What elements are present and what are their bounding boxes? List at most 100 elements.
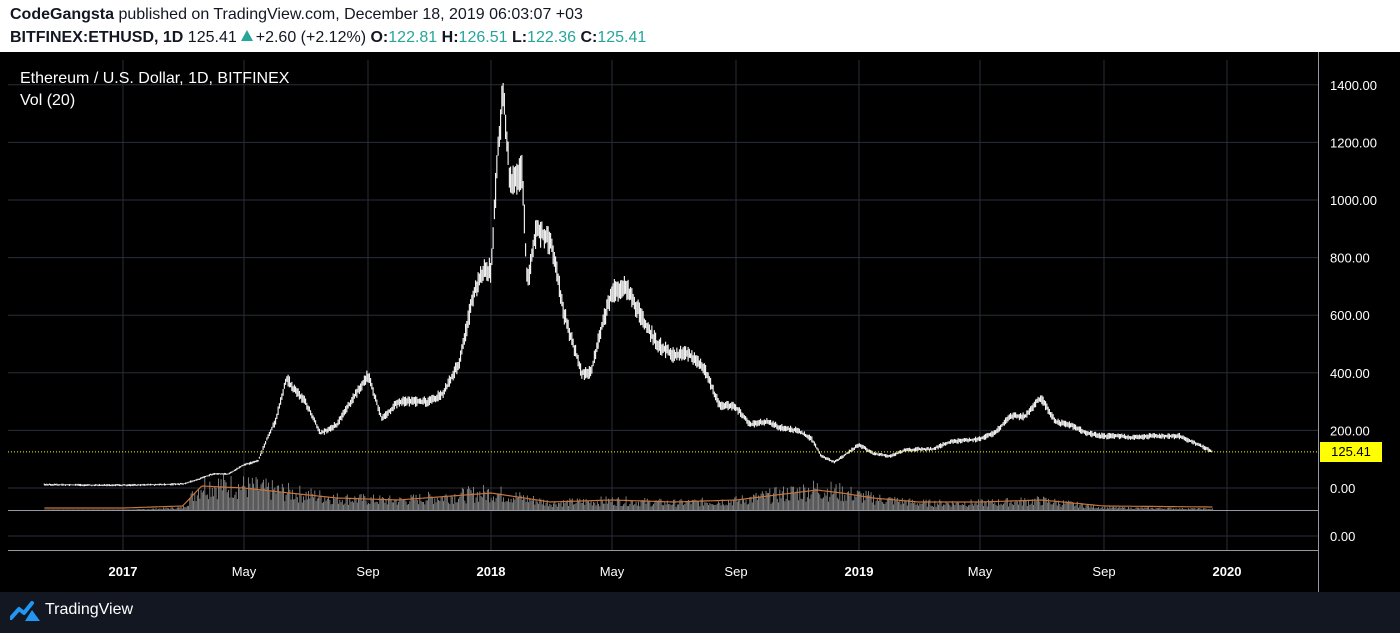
volume-bar — [548, 506, 550, 510]
volume-bar — [603, 503, 605, 510]
volume-bar — [1125, 509, 1127, 510]
volume-bar — [66, 509, 68, 510]
volume-bar — [289, 489, 291, 510]
symbol-label: BITFINEX:ETHUSD, 1D — [10, 29, 184, 46]
volume-bar — [509, 502, 511, 510]
volume-bar — [583, 499, 585, 510]
volume-bar — [313, 497, 315, 510]
time-axis-label: 2020 — [1213, 564, 1242, 579]
price-chart[interactable]: 1400.00 1200.00 1000.00 800.00 600.00 400.00 2… — [0, 52, 1400, 592]
volume-bar — [415, 494, 417, 510]
volume-bar — [420, 500, 422, 510]
volume-bar — [106, 509, 108, 510]
volume-bar — [190, 493, 192, 510]
volume-bar — [249, 483, 251, 510]
volume-bar — [299, 485, 301, 510]
volume-bar — [214, 486, 216, 510]
volume-bar — [300, 493, 302, 510]
volume-bar — [908, 499, 910, 510]
volume-bar — [893, 504, 895, 510]
volume-bar — [1004, 502, 1006, 510]
price-axis-label: 1200.00 — [1330, 135, 1377, 150]
volume-bar — [1011, 504, 1013, 510]
volume-bar — [93, 509, 95, 510]
volume-bar — [85, 509, 87, 510]
volume-bar — [373, 494, 375, 510]
volume-bar — [269, 491, 271, 510]
volume-bar — [1069, 501, 1071, 510]
volume-bar — [696, 500, 698, 510]
volume-bar — [340, 502, 342, 510]
volume-bar — [1038, 497, 1040, 510]
volume-bar — [1143, 508, 1145, 510]
volume-bar — [399, 497, 401, 510]
volume-bar — [726, 505, 728, 510]
volume-bar — [629, 504, 631, 510]
volume-bar — [589, 503, 591, 510]
volume-bar — [1156, 508, 1158, 510]
volume-bar — [729, 502, 731, 510]
volume-bar — [240, 490, 242, 510]
volume-bar — [178, 507, 180, 510]
volume-bar — [821, 498, 823, 510]
volume-bar — [504, 502, 506, 510]
volume-bar — [489, 502, 491, 510]
volume-bar — [110, 509, 112, 510]
volume-bar — [1184, 508, 1186, 510]
volume-bar — [168, 508, 170, 510]
volume-bar — [91, 509, 93, 510]
volume-bar — [853, 500, 855, 510]
volume-bar — [219, 487, 221, 510]
volume-bar — [808, 487, 810, 510]
chart-area[interactable]: 1400.00 1200.00 1000.00 800.00 600.00 400.00 2… — [0, 52, 1400, 592]
volume-bar — [498, 493, 500, 510]
volume-bar — [1194, 507, 1196, 510]
volume-bar — [1171, 509, 1173, 510]
volume-bar — [804, 487, 806, 510]
volume-bar — [841, 486, 843, 510]
volume-bar — [866, 495, 868, 510]
volume-bar — [511, 502, 513, 510]
volume-bar — [475, 497, 477, 510]
volume-bar — [1176, 509, 1178, 510]
volume-bar — [750, 496, 752, 510]
volume-bar — [171, 507, 173, 510]
volume-bar — [651, 505, 653, 510]
volume-bar — [1045, 498, 1047, 510]
volume-bar — [1081, 504, 1083, 510]
volume-bar — [216, 499, 218, 510]
volume-bar — [124, 509, 126, 510]
price-change: +2.60 (+2.12%) — [255, 29, 367, 46]
volume-bar — [503, 497, 505, 510]
volume-bar — [976, 504, 978, 510]
volume-bar — [1121, 506, 1123, 510]
volume-bar — [911, 499, 913, 510]
volume-bar — [1154, 508, 1156, 510]
last-price: 125.41 — [187, 29, 237, 46]
volume-bar — [768, 493, 770, 510]
volume-bar — [335, 497, 337, 510]
volume-bar — [1058, 500, 1060, 510]
volume-bar — [1068, 500, 1070, 510]
volume-bar — [748, 503, 750, 510]
volume-bar — [123, 509, 125, 510]
volume-bar — [985, 501, 987, 510]
volume-bar — [884, 503, 886, 510]
volume-bar — [96, 509, 98, 510]
volume-bar — [55, 509, 57, 510]
volume-bar — [400, 498, 402, 510]
volume-bar — [1096, 508, 1098, 510]
volume-bar — [245, 489, 247, 510]
volume-bar — [1014, 502, 1016, 510]
volume-bar — [250, 487, 252, 510]
volume-bar — [996, 505, 998, 510]
volume-bar — [499, 493, 501, 510]
volume-bar — [879, 494, 881, 510]
volume-bar — [1094, 508, 1096, 510]
volume-bar — [666, 500, 668, 510]
volume-bar — [241, 485, 243, 510]
volume-bar — [195, 501, 197, 510]
publisher-name[interactable]: CodeGangsta — [10, 6, 115, 23]
volume-bar — [130, 509, 132, 510]
tradingview-brand[interactable]: TradingView — [45, 601, 134, 618]
